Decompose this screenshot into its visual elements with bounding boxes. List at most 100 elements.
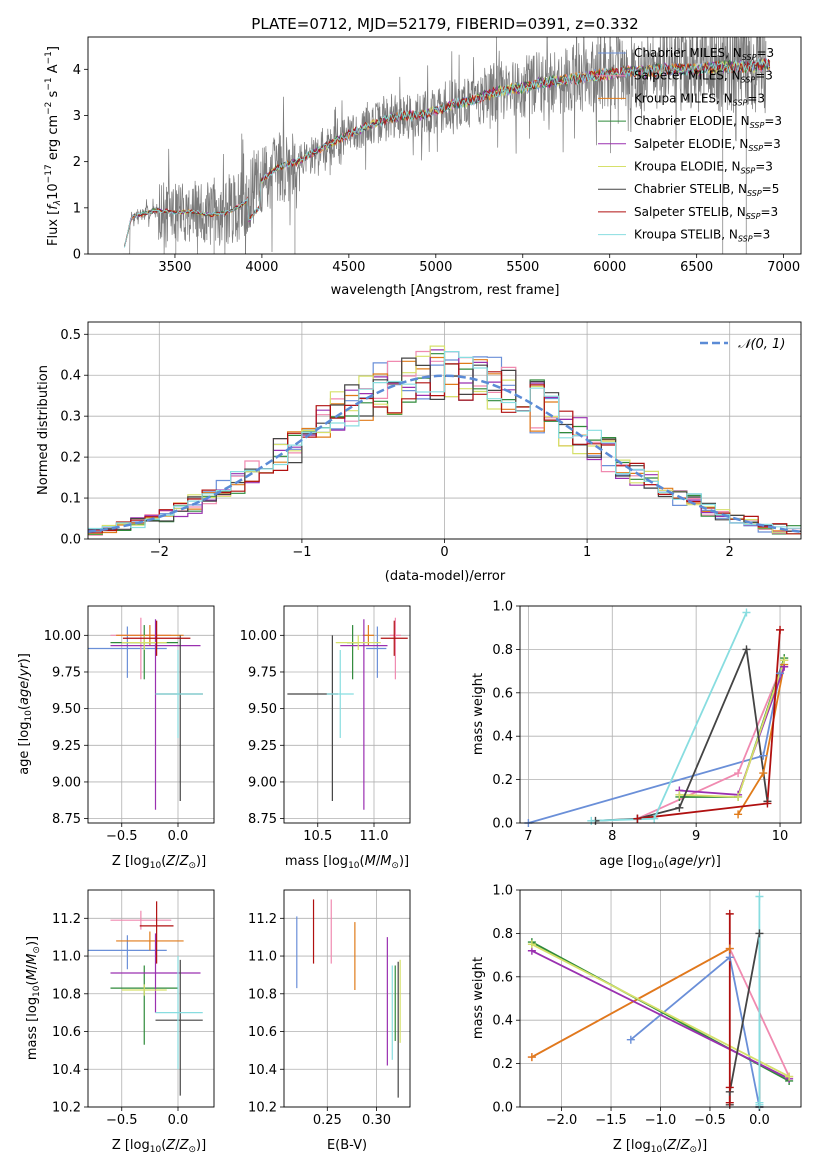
mass-vs-ebv-panel: 0.25 0.30 10.2 10.4 10.6 10.8 11.0 11.2	[248, 889, 411, 1128]
axes-frame	[87, 605, 215, 824]
y-tick-label: 11.2	[52, 912, 81, 927]
series-marker	[755, 892, 764, 901]
y-tick-label: 0.0	[492, 817, 513, 832]
y-tick-label: 8.75	[248, 812, 277, 827]
y-tick-label: 3	[73, 109, 81, 124]
axes-frame	[87, 36, 802, 255]
x-tick-label: −2.0	[546, 1113, 578, 1128]
series-marker	[725, 909, 734, 918]
series-marker	[763, 799, 772, 808]
series-marker	[626, 1035, 635, 1044]
series-marker	[759, 751, 768, 760]
y-tick-label: 0.6	[492, 970, 513, 985]
x-tick-label: 7	[524, 829, 532, 844]
y-tick-label: 10.8	[248, 987, 277, 1002]
y-tick-label: 10.4	[52, 1063, 81, 1078]
clipped-area	[88, 345, 801, 536]
residuals-ylabel: Normed distribution	[36, 365, 51, 495]
age-z-xlabel: Z [log10(Z/Z⊙)]	[112, 854, 206, 871]
x-tick-label: −0.5	[106, 1113, 138, 1128]
mass-ebv-xlabel: E(B-V)	[327, 1138, 367, 1153]
y-tick-label: 0.3	[60, 410, 81, 425]
y-tick-label: 10.6	[248, 1025, 277, 1040]
clipped-area	[296, 899, 401, 1098]
y-tick-label: 0	[73, 248, 81, 263]
legend-label: Kroupa STELIB, NSSP=3	[634, 228, 770, 244]
x-tick-label: 0.0	[168, 1113, 189, 1128]
mass-weight-vs-age-panel: 7 8 9 10 0.0 0.2 0.4 0.6 0.8 1.0	[492, 600, 802, 844]
residuals-xlabel: (data-model)/error	[385, 569, 506, 584]
series-marker	[742, 645, 751, 654]
y-tick-label: 0.5	[60, 328, 81, 343]
series-marker	[675, 790, 684, 799]
x-tick-label: 1	[583, 545, 591, 560]
x-tick-label: −0.5	[694, 1113, 726, 1128]
series-marker	[785, 1072, 794, 1081]
y-tick-label: 10.4	[248, 1063, 277, 1078]
x-tick-label: 10.5	[303, 829, 332, 844]
x-tick-label: 6000	[593, 260, 626, 275]
y-tick-label: 1	[73, 201, 81, 216]
mw-age-xlabel: age [log10(age/yr)]	[599, 854, 721, 871]
series-marker	[780, 656, 789, 665]
series-marker	[527, 1053, 536, 1062]
residuals-panel: −2 −1 0 1 2 0.0 0.1 0.2 0.3 0.4 0.5 𝒩(0, 1)	[60, 321, 802, 560]
y-tick-label: 11.0	[248, 950, 277, 965]
y-tick-label: 0.1	[60, 492, 81, 507]
legend-label: Chabrier STELIB, NSSP=5	[634, 182, 779, 198]
x-tick-label: 3500	[158, 260, 191, 275]
legend-label: 𝒩(0, 1)	[738, 337, 785, 352]
x-tick-label: 4500	[332, 260, 365, 275]
y-tick-label: 9.25	[52, 739, 81, 754]
y-tick-label: 0.8	[492, 643, 513, 658]
x-tick-label: 6500	[680, 260, 713, 275]
spectrum-title: PLATE=0712, MJD=52179, FIBERID=0391, z=0…	[251, 15, 638, 33]
series-marker	[734, 810, 743, 819]
x-tick-label: 0.30	[362, 1113, 391, 1128]
axes-frame	[87, 889, 215, 1108]
y-tick-label: 10.6	[52, 1025, 81, 1040]
y-tick-label: 9.25	[248, 739, 277, 754]
series-marker	[755, 1098, 764, 1107]
y-tick-label: 10.00	[44, 629, 81, 644]
y-tick-label: 9.75	[248, 665, 277, 680]
x-tick-label: 0.0	[168, 829, 189, 844]
y-tick-label: 10.2	[248, 1101, 277, 1116]
legend-label: Chabrier ELODIE, NSSP=3	[634, 114, 782, 130]
spectrum-panel: 3500 4000 4500 5000 5500 6000 6500 7000 0 1 2 3 4 Cha…	[73, 36, 802, 275]
y-tick-label: 9.00	[248, 775, 277, 790]
series-marker	[527, 940, 536, 949]
series-marker	[742, 608, 751, 617]
age-mass-xlabel: mass [log10(M/M⊙)]	[285, 854, 409, 871]
age-vs-mass-panel: 10.5 11.0 8.75 9.00 9.25 9.50 9.75 10.00	[240, 605, 411, 844]
mass-z-xlabel: Z [log10(Z/Z⊙)]	[112, 1138, 206, 1155]
y-tick-label: 0.8	[492, 927, 513, 942]
series-marker	[725, 1083, 734, 1092]
series-marker	[734, 792, 743, 801]
age-z-ylabel: age [log10(age/yr)]	[17, 653, 34, 775]
x-tick-label: −0.5	[106, 829, 138, 844]
series-marker	[725, 944, 734, 953]
y-tick-label: 0.2	[60, 451, 81, 466]
y-tick-label: 0.4	[492, 730, 513, 745]
x-tick-label: 9	[692, 829, 700, 844]
series-line-kroupa-miles	[531, 947, 731, 1058]
model-spectrum-kroupa-stelib	[124, 58, 770, 248]
x-tick-label: 2	[726, 545, 734, 560]
clipped-area	[88, 617, 203, 810]
x-tick-label: 10	[772, 829, 789, 844]
y-tick-label: 11.2	[248, 912, 277, 927]
legend-label: Chabrier MILES, NSSP=3	[634, 46, 774, 62]
legend-label: Kroupa ELODIE, NSSP=3	[634, 160, 773, 176]
x-tick-label: 5000	[419, 260, 452, 275]
y-tick-label: 0.0	[60, 533, 81, 548]
y-tick-label: 2	[73, 155, 81, 170]
mass-vs-z-panel: −0.5 0.0 10.2 10.4 10.6 10.8 11.0 11.2	[52, 889, 215, 1128]
age-vs-z-panel: −0.5 0.0 8.75 9.00 9.25 9.50 9.75 10.00	[44, 605, 215, 844]
spectrum-ylabel: Flux [fλ10−17 erg cm−2 s−1 A−1]	[44, 46, 63, 246]
y-tick-label: 4	[73, 63, 81, 78]
hist-kroupa-stelib	[88, 351, 801, 530]
y-tick-label: 11.0	[52, 950, 81, 965]
